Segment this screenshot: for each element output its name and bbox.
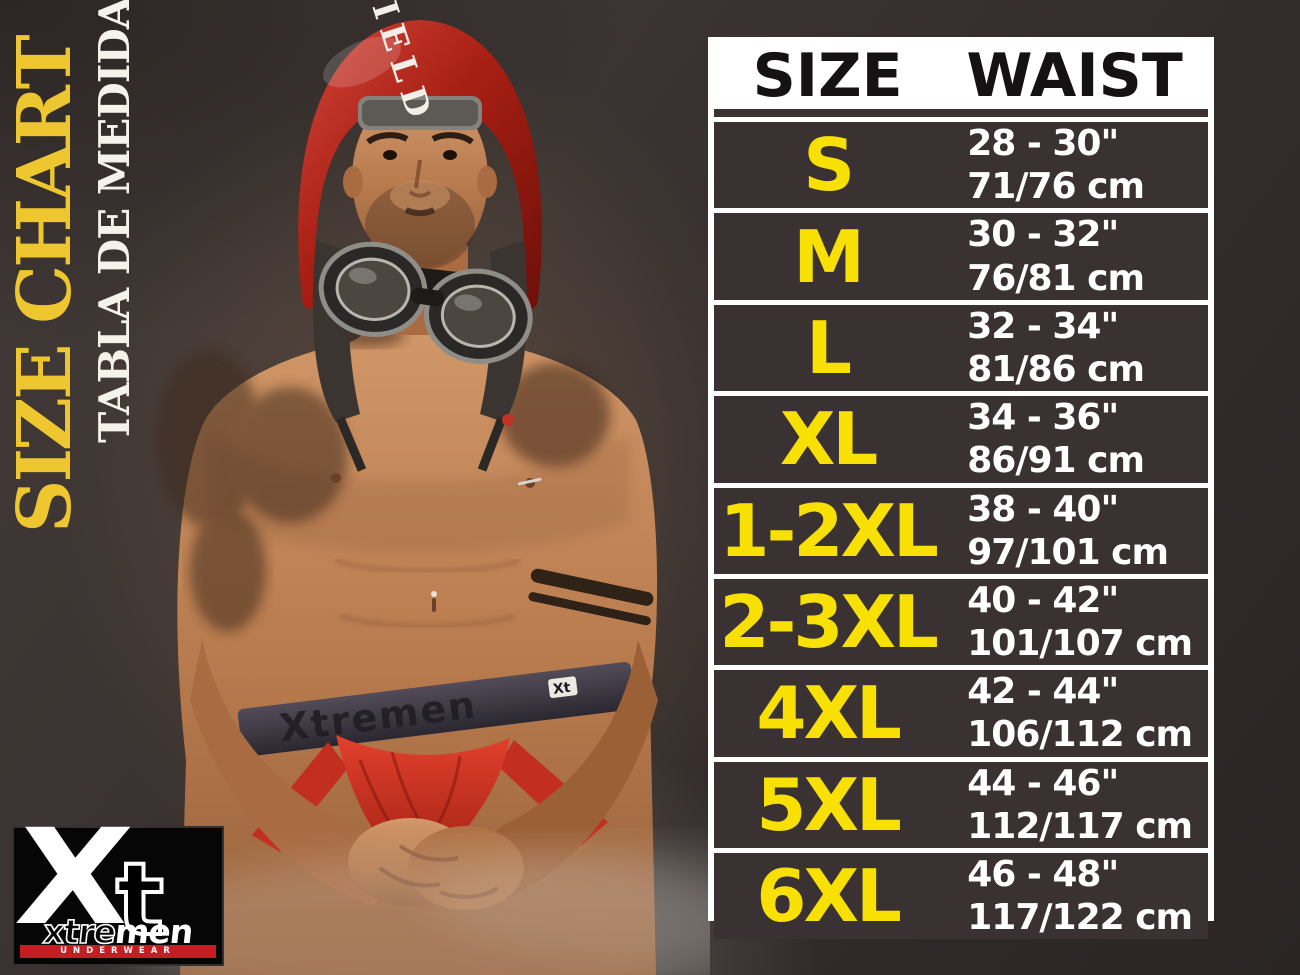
table-row: 2-3XL 40 - 42" 101/107 cm [714, 578, 1208, 666]
waist-cell: 46 - 48" 117/122 cm [941, 853, 1208, 939]
table-row: L 32 - 34" 81/86 cm [714, 304, 1208, 392]
armband-tattoo [528, 568, 654, 626]
waist-cm: 112/117 cm [967, 805, 1193, 847]
size-table: SIZE WAIST S 28 - 30" 71/76 cm M 30 - 32… [708, 37, 1214, 940]
table-row: 1-2XL 38 - 40" 97/101 cm [714, 487, 1208, 574]
header-size: SIZE [752, 41, 903, 111]
table-row: 4XL 42 - 44" 106/112 cm [714, 670, 1208, 757]
header-waist: WAIST [966, 41, 1183, 111]
waist-cm: 86/91 cm [967, 440, 1145, 482]
waist-cm: 81/86 cm [967, 348, 1145, 390]
waist-cell: 38 - 40" 97/101 cm [941, 488, 1208, 574]
goggles [318, 241, 533, 364]
table-row: 5XL 44 - 46" 112/117 cm [714, 761, 1208, 848]
waist-cell: 34 - 36" 86/91 cm [941, 396, 1208, 482]
waist-inches: 34 - 36" [967, 397, 1119, 439]
waist-cm: 106/112 cm [967, 714, 1193, 756]
logo-t-monogram: t [114, 841, 166, 958]
waist-cm: 117/122 cm [967, 897, 1193, 939]
table-row: S 28 - 30" 71/76 cm [714, 122, 1208, 209]
page-subtitle: TABLA DE MEDIDAS [90, 0, 139, 443]
waist-cell: 44 - 46" 112/117 cm [941, 762, 1208, 848]
size-label: 4XL [756, 671, 902, 756]
waist-inches: 40 - 42" [967, 579, 1119, 621]
waist-cm: 97/101 cm [967, 531, 1169, 573]
table-row: 6XL 46 - 48" 117/122 cm [714, 853, 1208, 940]
waist-cm: 71/76 cm [967, 166, 1145, 208]
waist-inches: 44 - 46" [967, 762, 1119, 804]
size-label: 6XL [756, 854, 902, 939]
size-label: M [793, 214, 865, 299]
waist-inches: 30 - 32" [967, 214, 1119, 256]
waist-inches: 42 - 44" [967, 671, 1119, 713]
waist-cell: 40 - 42" 101/107 cm [941, 579, 1208, 665]
waist-cm: 101/107 cm [967, 623, 1193, 665]
tattoo-shading [158, 323, 610, 632]
smoke-effect [120, 840, 710, 975]
waist-inches: 32 - 34" [967, 305, 1119, 347]
table-body: S 28 - 30" 71/76 cm M 30 - 32" 76/81 cm … [714, 117, 1208, 940]
size-label: L [806, 305, 852, 390]
waistband-tag: Xt [552, 680, 572, 698]
table-row: XL 34 - 36" 86/91 cm [714, 396, 1208, 483]
underwear-pouch [336, 735, 510, 876]
size-label: 2-3XL [719, 580, 938, 665]
model-photo: IELD Xtremen Xt [120, 0, 710, 975]
body-details [331, 473, 542, 612]
table-header: SIZE WAIST [714, 41, 1208, 111]
waistband [237, 661, 636, 757]
waist-cell: 28 - 30" 71/76 cm [941, 122, 1208, 208]
brand-logo: X t xtremen UNDERWEAR [11, 801, 224, 966]
page-title: SIZE CHART [2, 37, 88, 533]
waist-inches: 38 - 40" [967, 488, 1119, 530]
waist-inches: 46 - 48" [967, 854, 1119, 895]
table-row: M 30 - 32" 76/81 cm [714, 213, 1208, 300]
size-label: 1-2XL [719, 488, 938, 573]
size-label: 5XL [756, 762, 902, 847]
waist-cell: 42 - 44" 106/112 cm [941, 670, 1208, 756]
waist-inches: 28 - 30" [967, 123, 1119, 164]
size-label: XL [779, 397, 878, 482]
size-label: S [803, 123, 855, 208]
waist-cell: 32 - 34" 81/86 cm [941, 305, 1208, 391]
waist-cell: 30 - 32" 76/81 cm [941, 213, 1208, 299]
waist-cm: 76/81 cm [967, 257, 1145, 299]
logo-tagline: UNDERWEAR [20, 945, 216, 958]
